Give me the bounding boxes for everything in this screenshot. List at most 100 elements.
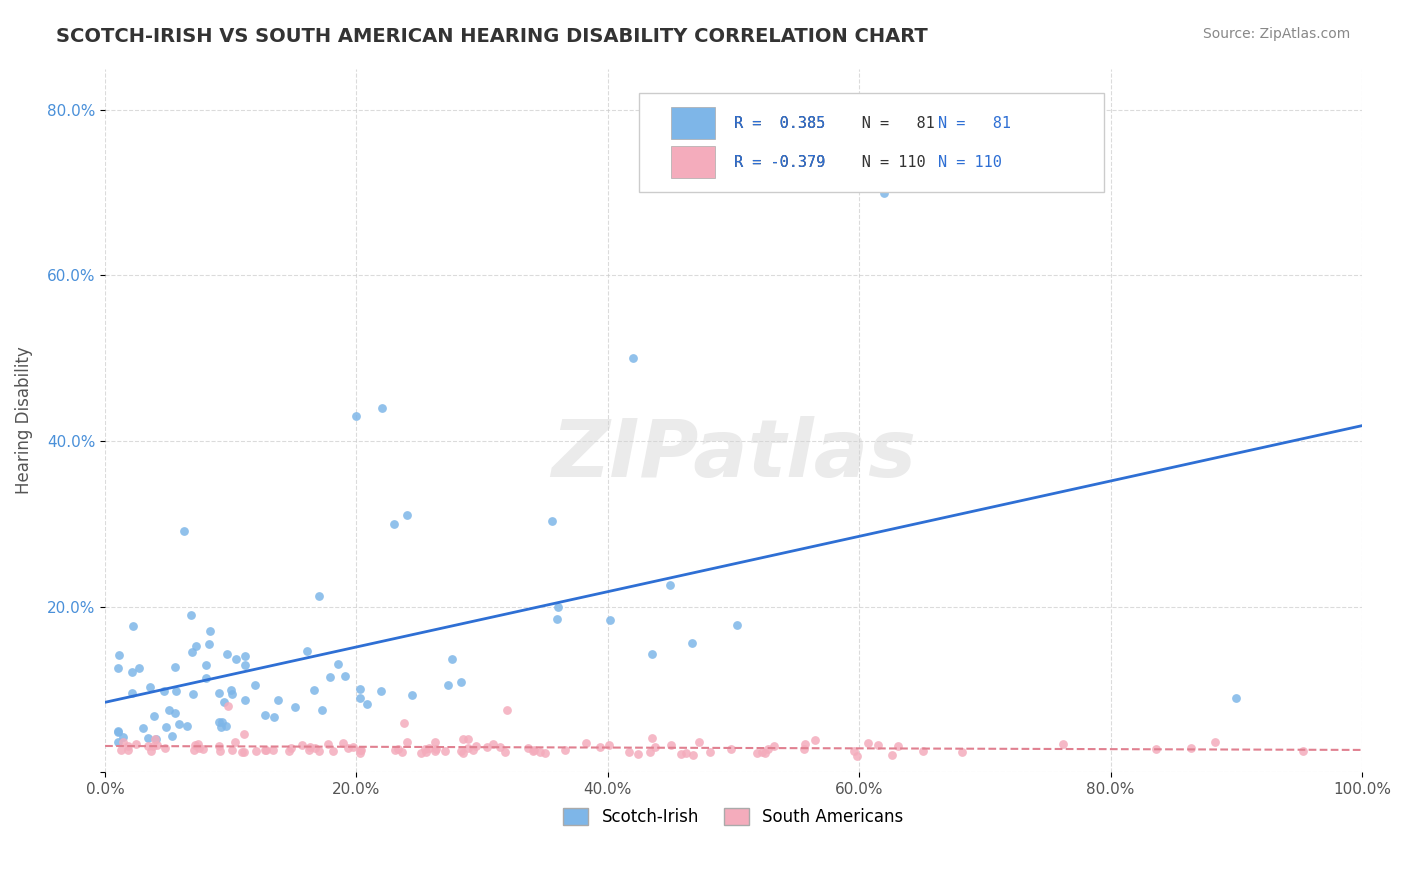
Point <box>845 748 868 763</box>
Point <box>627 747 650 761</box>
Point <box>441 652 464 666</box>
Point <box>112 735 135 749</box>
Point <box>842 744 865 758</box>
Point <box>143 709 166 723</box>
Point <box>225 652 247 666</box>
Point <box>522 744 544 758</box>
Point <box>232 727 254 741</box>
Point <box>233 745 256 759</box>
Point <box>209 744 232 758</box>
Point <box>370 684 392 698</box>
Point <box>142 739 165 753</box>
Point <box>873 186 896 200</box>
Point <box>382 516 405 531</box>
Point <box>794 737 817 751</box>
Point <box>263 710 285 724</box>
Point <box>434 744 457 758</box>
Point <box>198 624 221 638</box>
Text: SCOTCH-IRISH VS SOUTH AMERICAN HEARING DISABILITY CORRELATION CHART: SCOTCH-IRISH VS SOUTH AMERICAN HEARING D… <box>56 27 928 45</box>
Point <box>1204 735 1226 749</box>
Bar <box>671 146 714 178</box>
Point <box>209 720 232 734</box>
Point <box>195 671 218 685</box>
Point <box>349 690 371 705</box>
Point <box>163 706 186 720</box>
Point <box>326 657 349 671</box>
Point <box>856 736 879 750</box>
Point <box>392 716 415 731</box>
Point <box>181 645 204 659</box>
Point <box>194 657 217 672</box>
Point <box>110 743 132 757</box>
Point <box>302 683 325 698</box>
Point <box>413 741 436 756</box>
Point <box>475 740 498 755</box>
Point <box>725 617 748 632</box>
Point <box>121 665 143 679</box>
Text: N =   81: N = 81 <box>938 116 1011 131</box>
Text: ZIPatlas: ZIPatlas <box>551 417 917 494</box>
Point <box>1180 741 1202 756</box>
Point <box>184 739 207 753</box>
Point <box>318 670 340 684</box>
Point <box>191 742 214 756</box>
Point <box>197 636 219 650</box>
Point <box>401 688 423 702</box>
Point <box>638 745 661 759</box>
Point <box>682 747 704 762</box>
Point <box>136 739 159 753</box>
Point <box>754 746 776 760</box>
Point <box>167 716 190 731</box>
Point <box>349 743 371 757</box>
Point <box>332 736 354 750</box>
Point <box>451 732 474 747</box>
Point <box>547 599 569 614</box>
Point <box>418 740 440 755</box>
Point <box>284 699 307 714</box>
Point <box>243 678 266 692</box>
Point <box>621 351 644 366</box>
Point <box>254 708 277 723</box>
Point <box>107 735 129 749</box>
Point <box>308 589 330 603</box>
Point <box>669 747 692 761</box>
Y-axis label: Hearing Disability: Hearing Disability <box>15 346 32 494</box>
Point <box>311 703 333 717</box>
Point <box>245 744 267 758</box>
Point <box>387 741 409 756</box>
Point <box>1225 690 1247 705</box>
Point <box>298 740 321 755</box>
Point <box>117 739 139 754</box>
Point <box>699 745 721 759</box>
Point <box>793 742 815 756</box>
Point <box>217 698 239 713</box>
Point <box>145 731 167 746</box>
Point <box>540 514 562 528</box>
Point <box>139 744 162 758</box>
Point <box>523 743 546 757</box>
Point <box>350 743 373 757</box>
Point <box>231 745 253 759</box>
Point <box>463 743 485 757</box>
Point <box>181 687 204 701</box>
Point <box>108 648 131 662</box>
Point <box>411 746 433 760</box>
Point <box>233 693 256 707</box>
Point <box>233 648 256 663</box>
Bar <box>671 107 714 139</box>
Point <box>125 737 148 751</box>
Point <box>153 741 176 756</box>
Point <box>208 739 231 753</box>
Point <box>219 682 242 697</box>
Point <box>107 661 129 675</box>
Point <box>187 737 209 751</box>
Point <box>131 721 153 735</box>
Point <box>641 731 664 745</box>
Point <box>675 747 697 761</box>
Point <box>415 746 437 760</box>
Point <box>180 608 202 623</box>
Point <box>803 732 825 747</box>
Point <box>184 639 207 653</box>
Point <box>121 619 143 633</box>
Point <box>598 739 620 753</box>
